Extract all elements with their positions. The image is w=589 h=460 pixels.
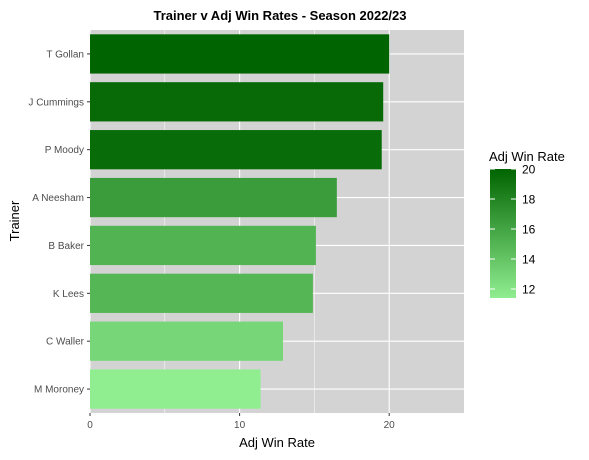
y-tick-label: C Waller — [46, 337, 85, 348]
y-tick-label: K Lees — [53, 289, 84, 300]
legend-ticks: 20 18 16 14 12 — [490, 163, 536, 297]
bar — [90, 82, 384, 122]
x-tick-label: 20 — [384, 420, 396, 431]
legend-tick-label: 12 — [522, 283, 536, 297]
y-tick-label: P Moody — [45, 145, 84, 156]
legend-tick-label: 14 — [522, 253, 536, 267]
x-axis-title: Adj Win Rate — [239, 435, 315, 450]
bar — [90, 34, 390, 74]
bar — [90, 321, 283, 361]
y-axis-title: Trainer — [7, 200, 22, 241]
bars — [90, 34, 390, 409]
bar — [90, 225, 316, 266]
legend-tick-label: 16 — [522, 223, 536, 237]
x-tick-label: 10 — [234, 420, 246, 431]
bar — [90, 177, 337, 218]
y-tick-label: A Neesham — [32, 193, 84, 204]
legend-colorbar — [490, 169, 516, 298]
y-tick-label: B Baker — [48, 241, 84, 252]
bar — [90, 273, 313, 313]
legend-tick-label: 20 — [522, 163, 536, 177]
y-tick-label: T Gollan — [46, 49, 84, 60]
legend: Adj Win Rate 20 18 16 14 12 — [489, 149, 565, 298]
bar — [90, 369, 261, 409]
x-tick-label: 0 — [87, 420, 93, 431]
legend-title: Adj Win Rate — [489, 149, 565, 164]
y-tick-labels: T Gollan J Cummings P Moody A Neesham B Bake… — [28, 49, 90, 396]
chart-title: Trainer v Adj Win Rates - Season 2022/23 — [153, 8, 406, 23]
y-tick-label: J Cummings — [28, 97, 84, 108]
legend-tick-label: 18 — [522, 193, 536, 207]
bar — [90, 130, 382, 170]
y-tick-label: M Moroney — [34, 385, 84, 396]
x-tick-labels: 0 10 20 — [87, 413, 395, 431]
